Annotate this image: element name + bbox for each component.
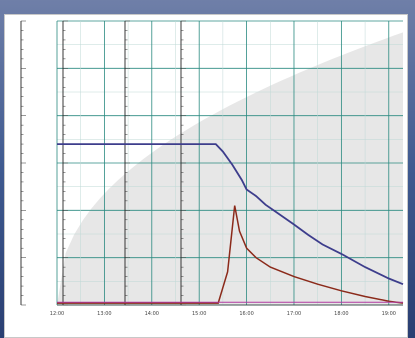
x-tick-label: 12:00 [50, 311, 64, 317]
x-tick-label: 14:00 [145, 311, 159, 317]
x-tick-label: 18:00 [334, 311, 348, 317]
chart-frame: 12:00 13:00 14:00 15:00 16:00 17:00 18:00 19:00 [4, 14, 408, 338]
x-tick-label: 16:00 [239, 311, 253, 317]
series-line-2 [57, 205, 404, 304]
x-tick-label: 19:00 [382, 311, 396, 317]
x-tick-label: 13:00 [97, 311, 111, 317]
line-chart: 12:00 13:00 14:00 15:00 16:00 17:00 18:00 19:00 [20, 20, 404, 317]
series-line-1 [57, 143, 404, 286]
x-tick-label: 17:00 [287, 311, 301, 317]
x-tick-label: 15:00 [192, 311, 206, 317]
background-area [57, 32, 403, 306]
